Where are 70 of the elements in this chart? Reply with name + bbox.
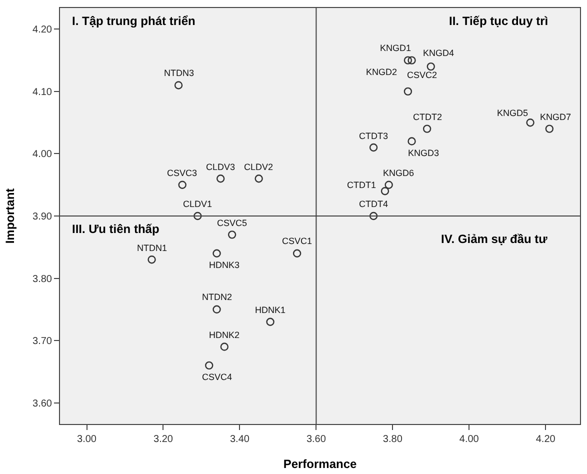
annotation: CTDT4 [359, 199, 388, 209]
annotation: II. Tiếp tục duy trì [449, 14, 548, 28]
x-tick-label: 3.60 [306, 434, 326, 445]
annotation: CLDV3 [206, 162, 236, 172]
annotation: CSVC2 [407, 70, 438, 80]
x-tick-label: 3.20 [154, 434, 174, 445]
x-tick-label: 3.40 [230, 434, 250, 445]
annotation: IV. Giảm sự đầu tư [441, 232, 548, 246]
point [369, 212, 378, 220]
point [212, 249, 221, 258]
annotation: HDNK1 [255, 305, 286, 315]
annotation: HDNK3 [209, 260, 240, 270]
annotation: I. Tập trung phát triển [72, 14, 196, 28]
x-tick-label: 4.00 [459, 434, 480, 445]
point [422, 124, 432, 133]
point [404, 56, 412, 64]
point [212, 305, 221, 314]
point [266, 318, 274, 326]
annotation: KNGD5 [497, 108, 528, 118]
x-tick-label: 4.20 [536, 434, 556, 445]
annotation: KNGD2 [366, 67, 398, 77]
point [228, 230, 236, 239]
annotation: NTDN3 [164, 68, 194, 78]
x-tick-label: 3.00 [77, 434, 97, 445]
annotation: CTDT3 [359, 131, 388, 141]
point [216, 174, 225, 183]
point [194, 212, 202, 220]
x-axis-title: Performance [283, 456, 358, 471]
point [148, 255, 156, 264]
annotation: HDNK2 [209, 330, 240, 340]
annotation: KNGD4 [423, 48, 454, 58]
y-axis-title: Important [2, 188, 17, 244]
point [426, 62, 435, 71]
point [408, 56, 416, 64]
annotation: NTDN2 [202, 292, 232, 302]
annotation: KNGD3 [408, 148, 440, 158]
y-tick-label: 4.10 [32, 86, 52, 98]
annotation: NTDN1 [137, 243, 168, 253]
x-tick-label: 3.80 [382, 434, 403, 445]
annotation: CSVC1 [282, 236, 312, 246]
y-tick-label: 3.70 [32, 336, 52, 348]
annotation: CSVC5 [217, 218, 248, 228]
point [292, 249, 302, 258]
point [545, 124, 554, 133]
point [174, 81, 183, 90]
point [380, 186, 390, 196]
point [384, 180, 393, 189]
annotation: III. Ưu tiên thấp [72, 222, 160, 236]
annotation: KNGD6 [383, 168, 414, 178]
annotation: CSVC3 [167, 168, 198, 178]
annotation: CTDT1 [347, 180, 376, 190]
point [220, 342, 229, 351]
point [178, 180, 186, 189]
y-tick-label: 3.80 [32, 274, 52, 285]
point [369, 143, 378, 152]
annotation: CSVC4 [202, 372, 232, 382]
point [408, 137, 416, 146]
annotation: CLDV2 [244, 162, 274, 172]
y-tick-label: 3.90 [32, 212, 52, 222]
annotation: KNGD7 [540, 112, 572, 122]
annotation: CTDT2 [413, 112, 442, 122]
y-tick-label: 3.60 [32, 398, 52, 410]
y-tick-label: 4.20 [32, 24, 52, 36]
point [404, 87, 412, 96]
point [526, 118, 534, 127]
annotation: CLDV1 [183, 199, 212, 209]
point [254, 174, 263, 183]
annotation: KNGD1 [380, 43, 412, 53]
point [205, 361, 214, 370]
y-tick-label: 4.00 [32, 149, 52, 160]
